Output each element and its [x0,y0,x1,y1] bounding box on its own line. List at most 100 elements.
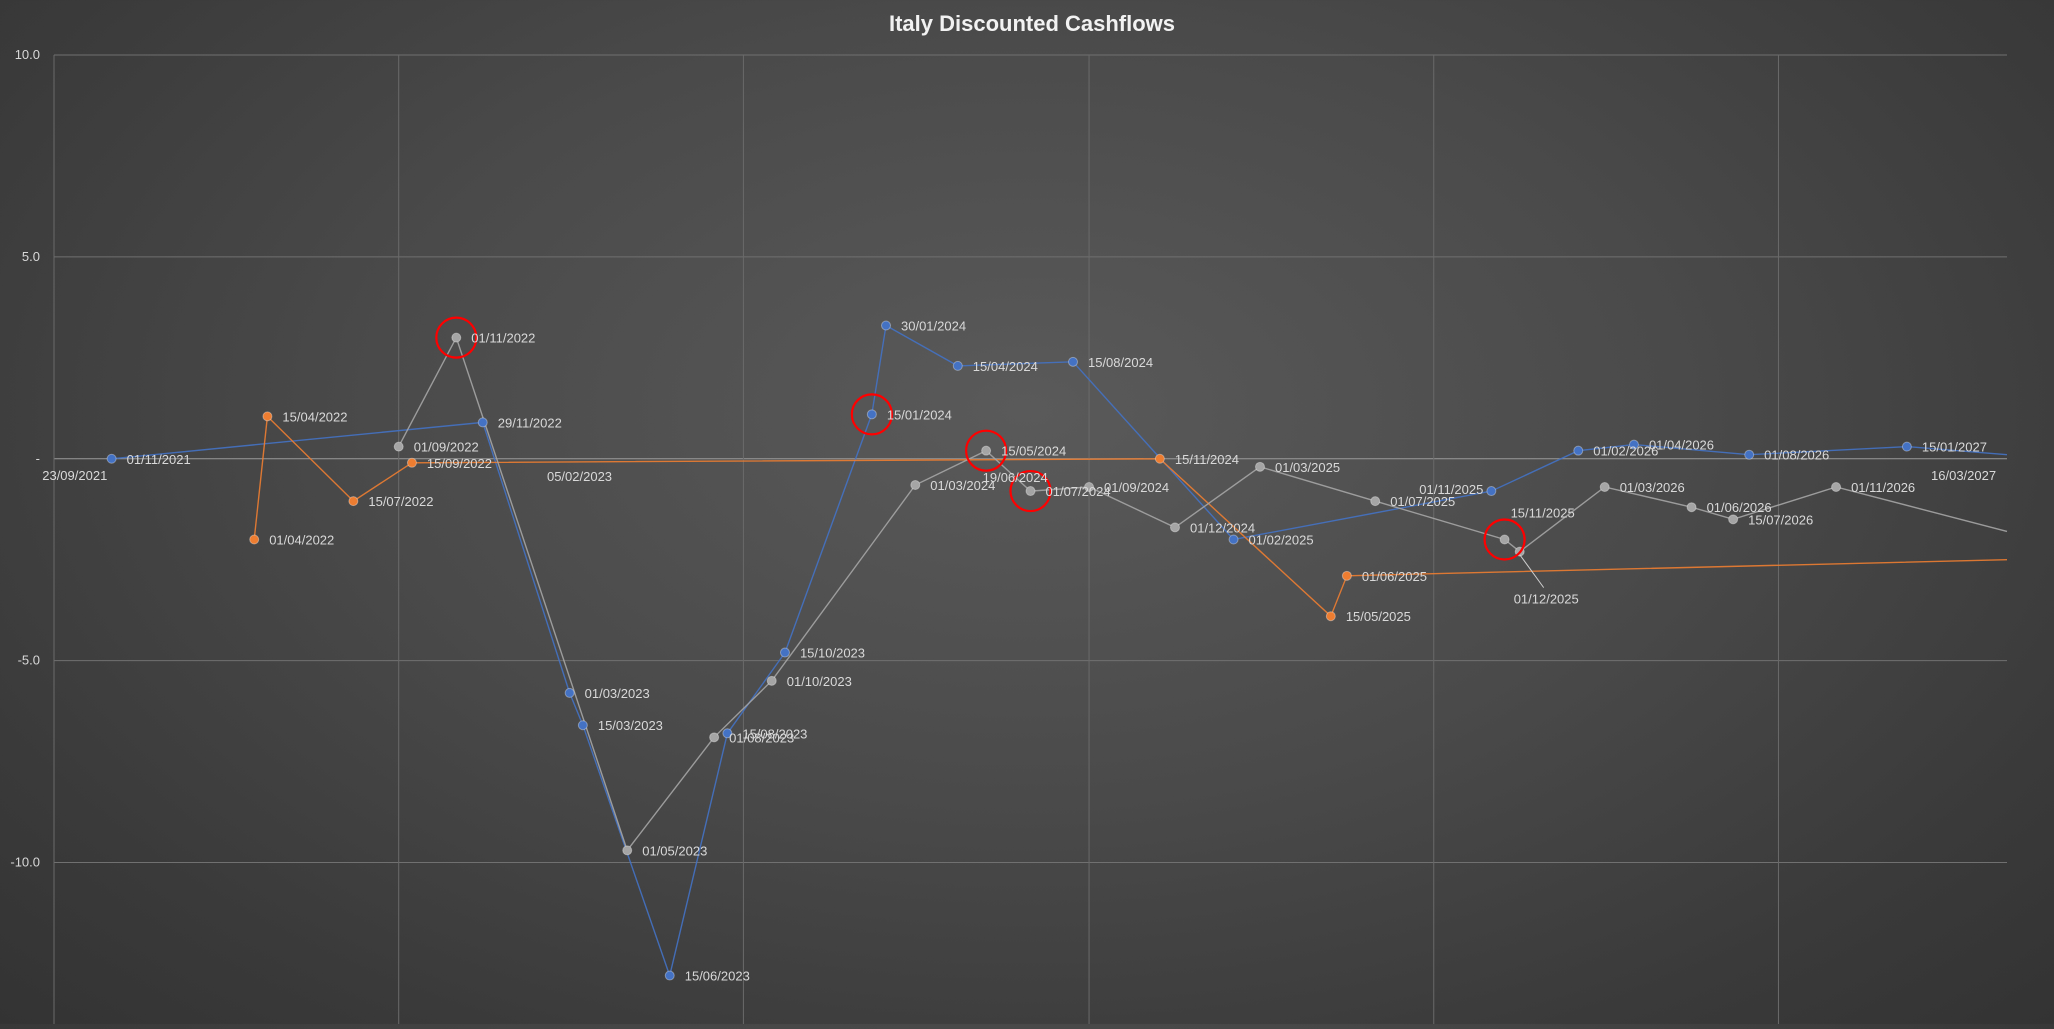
data-point [477,417,488,428]
data-label: 01/08/2023 [729,730,794,745]
data-point [106,453,117,464]
data-label: 15/11/2025 [1511,506,1575,521]
data-label: 15/04/2022 [282,409,347,424]
data-point [1370,496,1381,507]
data-label: 01/09/2024 [1104,480,1169,495]
data-point [451,332,462,343]
label-leader [1519,554,1545,588]
data-label: 19/06/2024 [983,470,1048,485]
axes: 10.0 5.0 - -5.0 -10.0 23/09/2021 16/03/2027 [10,47,1996,870]
data-point [1341,570,1352,581]
series-line-gray [398,335,2008,852]
data-label: 15/04/2024 [973,359,1038,374]
data-point [1628,439,1639,450]
data-label: 15/05/2025 [1346,609,1411,624]
data-label: 01/12/2025 [1514,592,1579,607]
data-point [910,479,921,490]
data-point [866,409,877,420]
data-point [1599,482,1610,493]
data-label: 15/01/2024 [887,407,952,422]
data-label: 15/07/2026 [1748,512,1813,527]
data-point [709,732,720,743]
data-point [1254,461,1265,472]
data-point [779,647,790,658]
data-point [664,970,675,981]
y-tick-label: -10.0 [10,855,40,870]
data-label: 15/06/2023 [685,969,750,984]
data-point [1901,441,1912,452]
data-point [981,445,992,456]
chart-title: Italy Discounted Cashflows [889,11,1175,36]
highlight-circle [435,316,478,359]
data-label: 01/04/2026 [1649,438,1714,453]
highlight-circle [1483,518,1526,561]
data-point [766,675,777,686]
data-point [881,320,892,331]
data-point [952,360,963,371]
data-point [1499,534,1510,545]
y-tick-label: -5.0 [18,653,40,668]
data-label: 01/03/2026 [1620,480,1685,495]
data-point [1325,611,1336,622]
data-point [1744,449,1755,460]
data-label: 01/03/2025 [1275,460,1340,475]
data-point [393,441,404,452]
highlight-circles [435,316,1526,561]
data-label: 01/07/2025 [1390,494,1455,509]
data-label: 01/03/2024 [930,478,995,493]
data-point [577,720,588,731]
data-label: 01/10/2023 [787,674,852,689]
data-label: 15/11/2024 [1175,452,1239,467]
data-label: 15/03/2023 [598,718,663,733]
data-label: 01/02/2026 [1593,444,1658,459]
data-point [348,496,359,507]
data-label: 15/08/2024 [1088,355,1153,370]
x-axis-label: 16/03/2027 [1931,468,1996,483]
data-label: 01/06/2026 [1707,500,1772,515]
data-label: 15/08/2023 [742,726,807,741]
data-point [1831,482,1842,493]
series-line-orange [253,414,2008,618]
data-label: 01/04/2022 [269,533,334,548]
grid [53,54,2007,1024]
data-label: 01/03/2023 [585,686,650,701]
highlight-circle [965,429,1008,472]
data-point [1025,486,1036,497]
data-point [1573,445,1584,456]
data-point [1084,482,1095,493]
data-point [1486,486,1497,497]
x-axis-label: 23/09/2021 [42,468,107,483]
data-label: 01/11/2025 [1419,482,1483,497]
y-tick-label: - [36,451,40,466]
y-tick-label: 5.0 [22,249,40,264]
data-label: 01/05/2023 [642,843,707,858]
data-point [564,687,575,698]
data-point [1728,514,1739,525]
data-label: 01/08/2026 [1764,448,1829,463]
data-label: 01/02/2025 [1249,533,1314,548]
data-point [1169,522,1180,533]
data-label: 05/02/2023 [547,469,612,484]
y-tick-label: 10.0 [15,47,40,62]
data-point [622,845,633,856]
data-label: 15/07/2022 [368,494,433,509]
data-label: 30/01/2024 [901,319,966,334]
data-label: 15/10/2023 [800,646,865,661]
highlight-circle [850,393,893,436]
data-point [249,534,260,545]
data-label: 15/01/2027 [1922,440,1987,455]
data-label: 15/05/2024 [1001,444,1066,459]
data-point [1686,502,1697,513]
series-markers [106,320,1912,981]
data-label: 29/11/2022 [498,415,562,430]
data-point [262,411,273,422]
data-label: 01/07/2024 [1046,484,1111,499]
data-label: 01/11/2021 [127,452,191,467]
data-point [406,457,417,468]
data-point [722,728,733,739]
data-label: 15/09/2022 [427,456,492,471]
highlight-circle [1009,469,1052,513]
series-line-blue [111,324,2008,979]
